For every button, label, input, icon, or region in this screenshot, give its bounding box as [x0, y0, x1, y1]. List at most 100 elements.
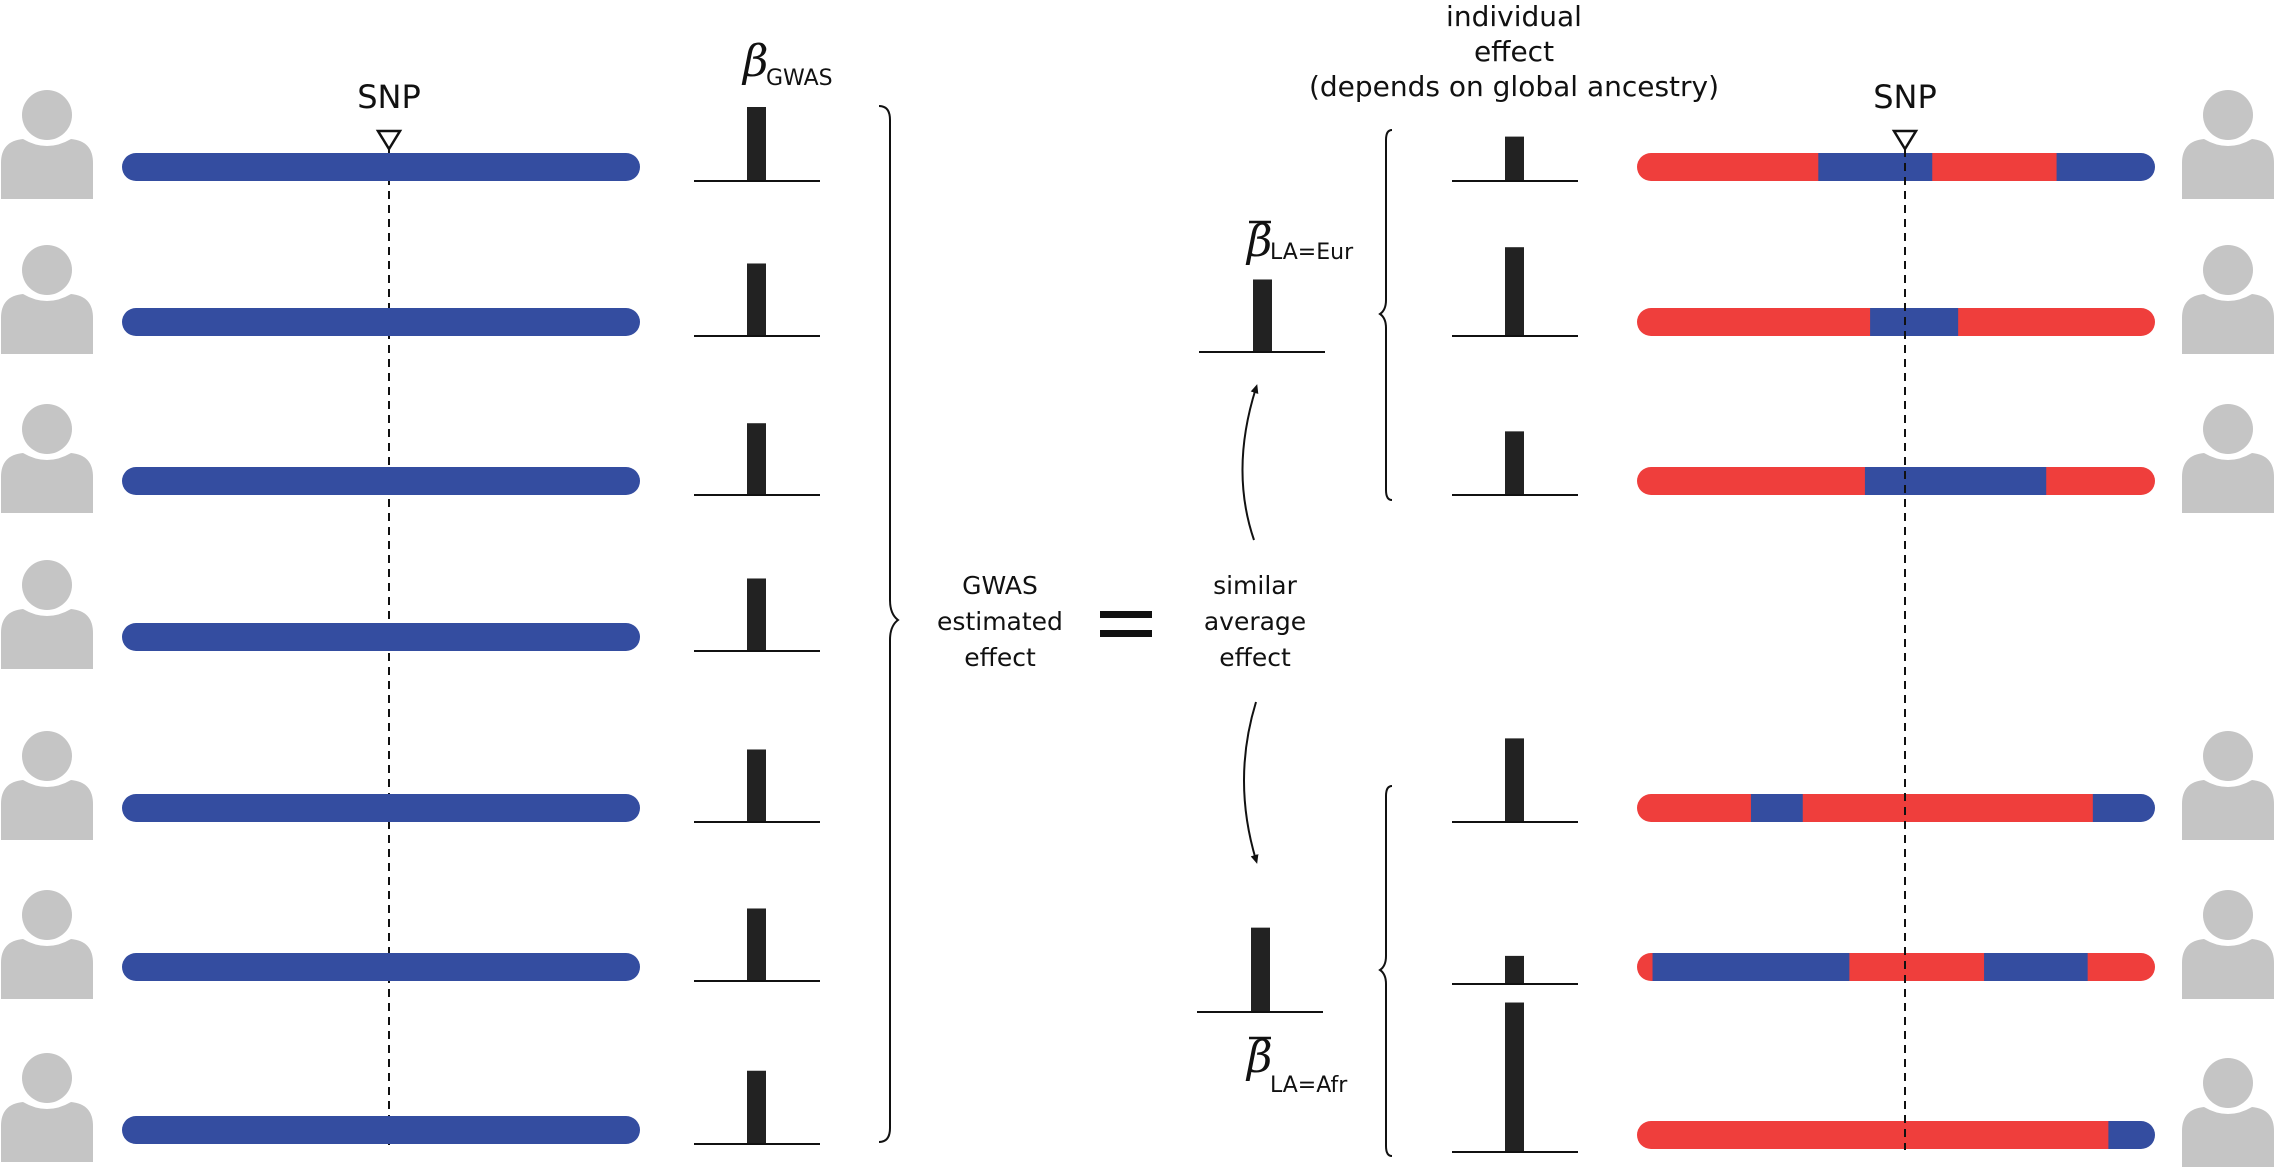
chromosome-segment-eur [122, 1116, 640, 1144]
person-head [22, 890, 72, 940]
person-body [1, 139, 93, 199]
chromosome-bar [122, 794, 640, 822]
person-icon [1, 560, 93, 669]
arrow-to-afr-average [1243, 701, 1259, 864]
beta-gwas-symbol: β [741, 36, 768, 87]
person-head [2203, 731, 2253, 781]
snp-label-left: SNP [357, 78, 421, 116]
similar-average-line-3: effect [1219, 643, 1291, 672]
average-effect-afr [1197, 927, 1323, 1013]
person-body [1, 1102, 93, 1162]
individual-effect-line-3: (depends on global ancestry) [1309, 70, 1719, 103]
equals-sign-bottom [1100, 630, 1152, 637]
chromosome-segments [1637, 1121, 2155, 1149]
individual-effect-bar [1452, 247, 1578, 337]
effect-bar [1505, 431, 1524, 495]
chromosome-segments [122, 1116, 640, 1144]
person-head [22, 90, 72, 140]
chromosome-segment-eur [1984, 953, 2089, 981]
person-body [2182, 453, 2274, 513]
person-body [1, 939, 93, 999]
chromosome-segment-afr [1637, 467, 1866, 495]
person-head [2203, 1058, 2253, 1108]
chromosome-segment-eur [2056, 153, 2155, 181]
chromosome-segment-afr [1932, 153, 2058, 181]
chromosome-bar [1637, 794, 2155, 822]
similar-average-line-1: similar [1213, 571, 1298, 600]
snp-marker-left [375, 129, 403, 152]
person-body [1, 294, 93, 354]
left-individual-row [1, 90, 820, 199]
person-head [22, 404, 72, 454]
person-icon [2182, 404, 2274, 513]
afr-group-brace [1378, 785, 1393, 1157]
similar-average-line-2: average [1204, 607, 1306, 636]
effect-bar [1505, 247, 1524, 336]
effect-bar [1253, 279, 1272, 352]
right-individual-row [1452, 890, 2274, 999]
beta-gwas-bar [694, 263, 820, 337]
person-icon [1, 890, 93, 999]
chromosome-bar [122, 467, 640, 495]
chromosome-segment-eur [1652, 953, 1850, 981]
average-effects [1197, 279, 1325, 1013]
beta-gwas-bar [694, 578, 820, 652]
effect-bar [1505, 738, 1524, 822]
chromosome-bar [122, 153, 640, 181]
individual-effect-line-2: effect [1474, 35, 1554, 68]
effect-bar [747, 908, 766, 981]
effect-bar [747, 107, 766, 181]
chromosome-segments [122, 153, 640, 181]
person-body [2182, 1107, 2274, 1167]
chromosome-segment-eur [2092, 794, 2155, 822]
average-effect-eur [1199, 279, 1325, 353]
left-individual-row [1, 890, 820, 999]
chromosome-bar [1637, 953, 2155, 981]
chromosome-segment-afr [1849, 953, 1985, 981]
person-icon [1, 245, 93, 354]
person-icon [1, 731, 93, 840]
effect-bar [747, 423, 766, 495]
chromosome-segment-eur [1870, 308, 1959, 336]
chromosome-segment-eur [122, 953, 640, 981]
snp-label-right: SNP [1873, 78, 1937, 116]
person-head [2203, 245, 2253, 295]
chromosome-bar [1637, 308, 2155, 336]
chromosome-segments [122, 794, 640, 822]
chromosome-segment-afr [2046, 467, 2155, 495]
effect-bar [1505, 955, 1524, 984]
left-individual-row [1, 404, 820, 513]
right-individual-row [1452, 90, 2274, 199]
beta-gwas-bar [694, 107, 820, 182]
beta-afr-symbol: β [1245, 1032, 1272, 1083]
individual-effect-bar [1452, 738, 1578, 823]
beta-eur-symbol: β [1245, 216, 1272, 267]
person-head [22, 245, 72, 295]
effect-bar [747, 263, 766, 336]
chromosome-segments [122, 953, 640, 981]
chromosome-bar [1637, 153, 2155, 181]
chromosome-bar [122, 623, 640, 651]
chromosome-segment-eur [2108, 1121, 2155, 1149]
individual-effect-bar [1452, 955, 1578, 985]
chromosome-segments [122, 308, 640, 336]
person-icon [2182, 890, 2274, 999]
individual-effect-bar [1452, 1002, 1578, 1153]
left-individuals [1, 90, 820, 1162]
left-individual-row [1, 1053, 820, 1162]
chromosome-segment-eur [122, 467, 640, 495]
chromosome-bar [1637, 467, 2155, 495]
person-head [22, 1053, 72, 1103]
right-individual-row [1452, 245, 2274, 354]
beta-gwas-bar [694, 749, 820, 823]
effect-bar [747, 578, 766, 651]
chromosome-segment-afr [1637, 153, 1819, 181]
person-icon [1, 90, 93, 199]
chromosome-bar [122, 953, 640, 981]
chromosome-segment-afr [1637, 308, 1871, 336]
chromosome-segments [1637, 467, 2155, 495]
chromosome-segment-eur [122, 153, 640, 181]
beta-gwas-subscript: GWAS [766, 66, 833, 91]
left-individual-row [1, 245, 820, 354]
individual-effect-bar [1452, 136, 1578, 182]
